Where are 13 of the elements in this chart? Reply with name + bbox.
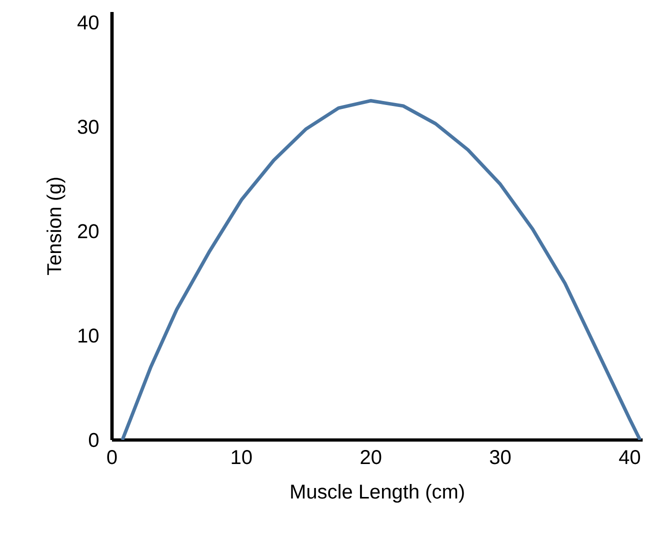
x-tick-label: 40 [619,450,640,464]
y-tick-label: 10 [78,328,98,343]
y-tick-label: 20 [78,224,98,238]
x-axis-title: Muscle Length (cm) [291,484,464,503]
x-tick-label: 30 [490,450,511,464]
x-tick-label: 10 [232,450,252,464]
y-axis-title: Tension (g) [46,178,66,276]
x-tick-label: 20 [360,450,382,464]
x-tick-label: 0 [107,450,117,464]
y-tick-label: 30 [78,120,98,134]
y-tick-label: 40 [78,15,98,30]
line-series [120,99,642,440]
y-tick-label: 0 [88,432,98,448]
